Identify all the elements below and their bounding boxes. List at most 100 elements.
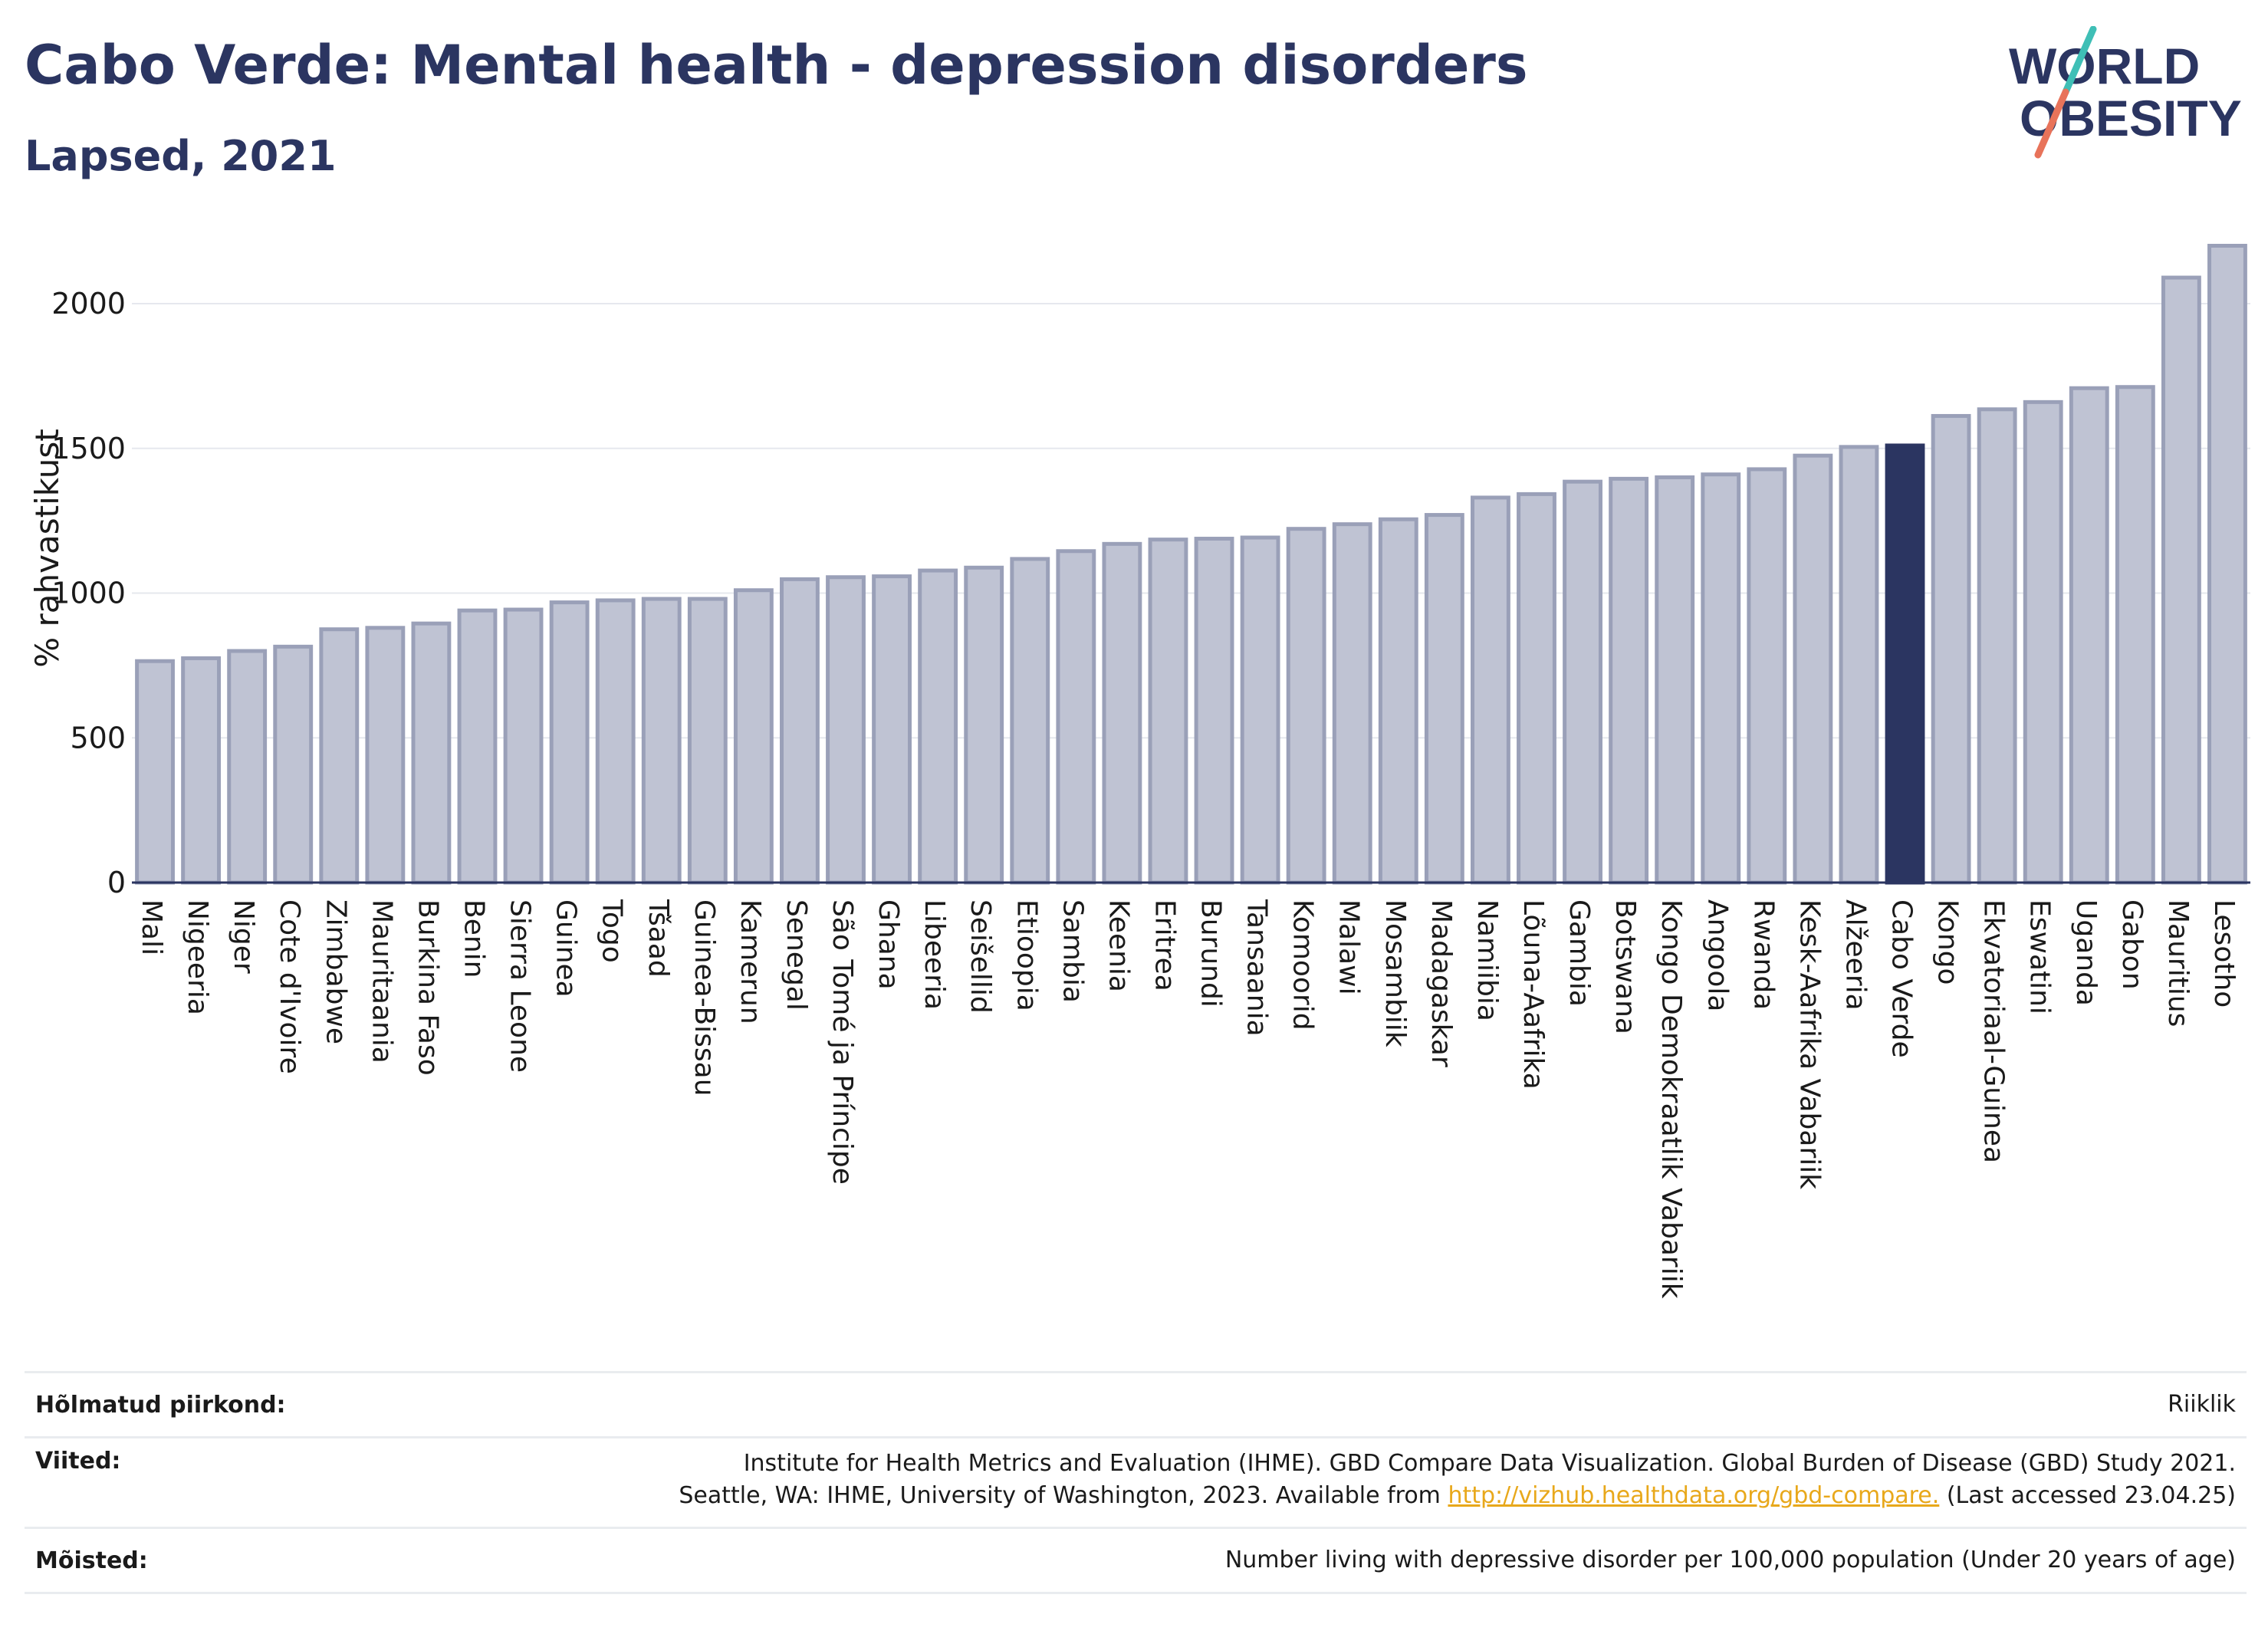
x-tick-label: Alžeeria (1839, 899, 1871, 1011)
x-tick-label: Namiibia (1471, 899, 1503, 1021)
x-tick-label: Lõuna-Aafrika (1517, 899, 1549, 1090)
x-tick-label: Libeeria (919, 899, 950, 1010)
region-label: Hõlmatud piirkond: (35, 1391, 286, 1419)
bar (1931, 413, 1971, 885)
x-tick-label: Niger (228, 899, 259, 974)
bar (1102, 541, 1142, 885)
x-tick-label: Benin (458, 899, 489, 978)
bar (2207, 244, 2247, 885)
bar (1793, 453, 1833, 885)
bar (1655, 475, 1695, 885)
logo-word-world: WORLD (2009, 38, 2200, 94)
bar (1747, 467, 1787, 885)
definitions-value: Number living with depressive disorder p… (1224, 1547, 2236, 1573)
bar (595, 598, 636, 885)
x-tick-label: Nigeeria (182, 899, 213, 1015)
bar (549, 600, 590, 885)
x-tick-label: Ghana (873, 899, 904, 990)
bar (1609, 476, 1649, 885)
bar (503, 607, 544, 885)
x-tick-label: Guinea (551, 899, 582, 998)
references-label: Viited: (35, 1448, 121, 1475)
bar (733, 588, 774, 885)
footer-row-references: Viited: Institute for Health Metrics and… (25, 1436, 2247, 1527)
footer-row-definitions: Mõisted: Number living with depressive d… (25, 1527, 2247, 1594)
bar-chart: 0 500 1000 1500 2000 Mali Nigeeria Niger Cote d… (28, 244, 2250, 1299)
bar (641, 597, 682, 885)
x-tick-label: Etioopia (1011, 899, 1042, 1011)
bar (181, 656, 222, 885)
x-tick-label: Lesotho (2208, 899, 2240, 1008)
x-tick-label: Botswana (1609, 899, 1641, 1034)
bar (964, 565, 1004, 885)
bar (1332, 522, 1372, 885)
bar (411, 621, 452, 885)
bar (1240, 535, 1280, 885)
x-tick-label: Tšaad (643, 899, 674, 978)
references-line-2-text: Seattle, WA: IHME, University of Washing… (679, 1482, 1448, 1509)
y-axis-label: % rahvastikust (28, 429, 66, 668)
bar (2023, 399, 2063, 885)
footer-table: Hõlmatud piirkond: Riiklik Viited: Insti… (25, 1371, 2247, 1594)
bar (872, 574, 912, 885)
y-tick-label: 500 (70, 721, 126, 755)
definitions-label: Mõisted: (35, 1547, 148, 1574)
bar (780, 577, 820, 885)
x-tick-label: Mauritius (2162, 899, 2194, 1027)
bar (918, 568, 958, 885)
region-value: Riiklik (2168, 1391, 2236, 1418)
x-tick-label: Ekvatoriaal-Guinea (1978, 899, 2010, 1163)
bar (273, 644, 314, 885)
x-tick-label: Keenia (1103, 899, 1134, 992)
x-tick-label: São Tomé ja Príncipe (827, 899, 858, 1185)
bar (1056, 549, 1096, 885)
bar (2115, 385, 2155, 885)
x-tick-label: Cabo Verde (1886, 899, 1918, 1058)
bar (1424, 513, 1464, 885)
x-tick-label: Gambia (1563, 899, 1595, 1007)
bar (135, 659, 175, 885)
bar (1563, 479, 1602, 885)
x-tick-label: Madagaskar (1425, 899, 1457, 1067)
bars (135, 244, 2247, 885)
references-link[interactable]: http://vizhub.healthdata.org/gbd-compare… (1448, 1482, 1940, 1509)
y-tick-label: 1000 (51, 577, 126, 610)
bar (1470, 495, 1510, 885)
x-tick-label: Kamerun (735, 899, 766, 1024)
x-tick-label: Sierra Leone (505, 899, 536, 1073)
bar (826, 575, 866, 885)
x-tick-label: Cote d'Ivoire (274, 899, 305, 1074)
y-tick-label: 0 (107, 866, 126, 899)
references-line-1: Institute for Health Metrics and Evaluat… (743, 1450, 2236, 1477)
x-tick-label: Komoorid (1287, 899, 1319, 1031)
x-tick-label: Tansaania (1241, 899, 1273, 1037)
y-tick-label: 1500 (51, 432, 126, 465)
x-tick-label: Kongo Demokraatlik Vabariik (1655, 899, 1687, 1299)
bar (1839, 445, 1879, 885)
footer-row-region: Hõlmatud piirkond: Riiklik (25, 1371, 2247, 1436)
chart-title: Cabo Verde: Mental health - depression d… (25, 34, 1528, 97)
bar (1194, 537, 1234, 885)
chart-subtitle: Lapsed, 2021 (25, 132, 337, 180)
x-tick-label: Malawi (1333, 899, 1365, 995)
x-tick-label: Angoola (1701, 899, 1733, 1011)
x-tick-label: Eswatini (2024, 899, 2056, 1014)
x-axis-ticks: Mali Nigeeria Niger Cote d'Ivoire Zimbabwe Ma… (136, 899, 2240, 1299)
bar-highlight (1885, 443, 1925, 885)
x-tick-label: Senegal (781, 899, 812, 1011)
bar (2161, 275, 2201, 885)
bar (1378, 517, 1418, 885)
x-tick-label: Burundi (1195, 899, 1227, 1008)
y-tick-label: 2000 (51, 287, 126, 321)
bar (1517, 492, 1556, 885)
logo-slash-coral (2034, 88, 2069, 159)
x-tick-label: Burkina Faso (412, 899, 443, 1076)
bar (457, 608, 498, 885)
bar (687, 597, 728, 885)
bar (1701, 472, 1741, 885)
x-tick-label: Rwanda (1747, 899, 1779, 1010)
x-tick-label: Seišellid (965, 899, 996, 1014)
references-value: Institute for Health Metrics and Evaluat… (679, 1448, 2247, 1512)
x-tick-label: Mauritaania (366, 899, 397, 1064)
world-obesity-logo: WORLD OBESITY (2009, 26, 2242, 159)
